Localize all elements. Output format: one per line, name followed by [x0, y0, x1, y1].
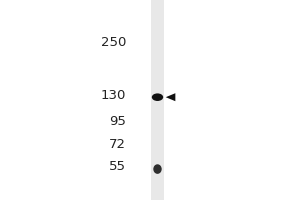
Polygon shape [166, 93, 175, 101]
Bar [151, 0, 164, 200]
Text: 72: 72 [109, 138, 126, 151]
Text: 55: 55 [109, 160, 126, 173]
Ellipse shape [153, 164, 162, 174]
Ellipse shape [152, 93, 163, 101]
Text: 95: 95 [109, 115, 126, 128]
Text: 250: 250 [100, 36, 126, 49]
Text: 130: 130 [100, 89, 126, 102]
